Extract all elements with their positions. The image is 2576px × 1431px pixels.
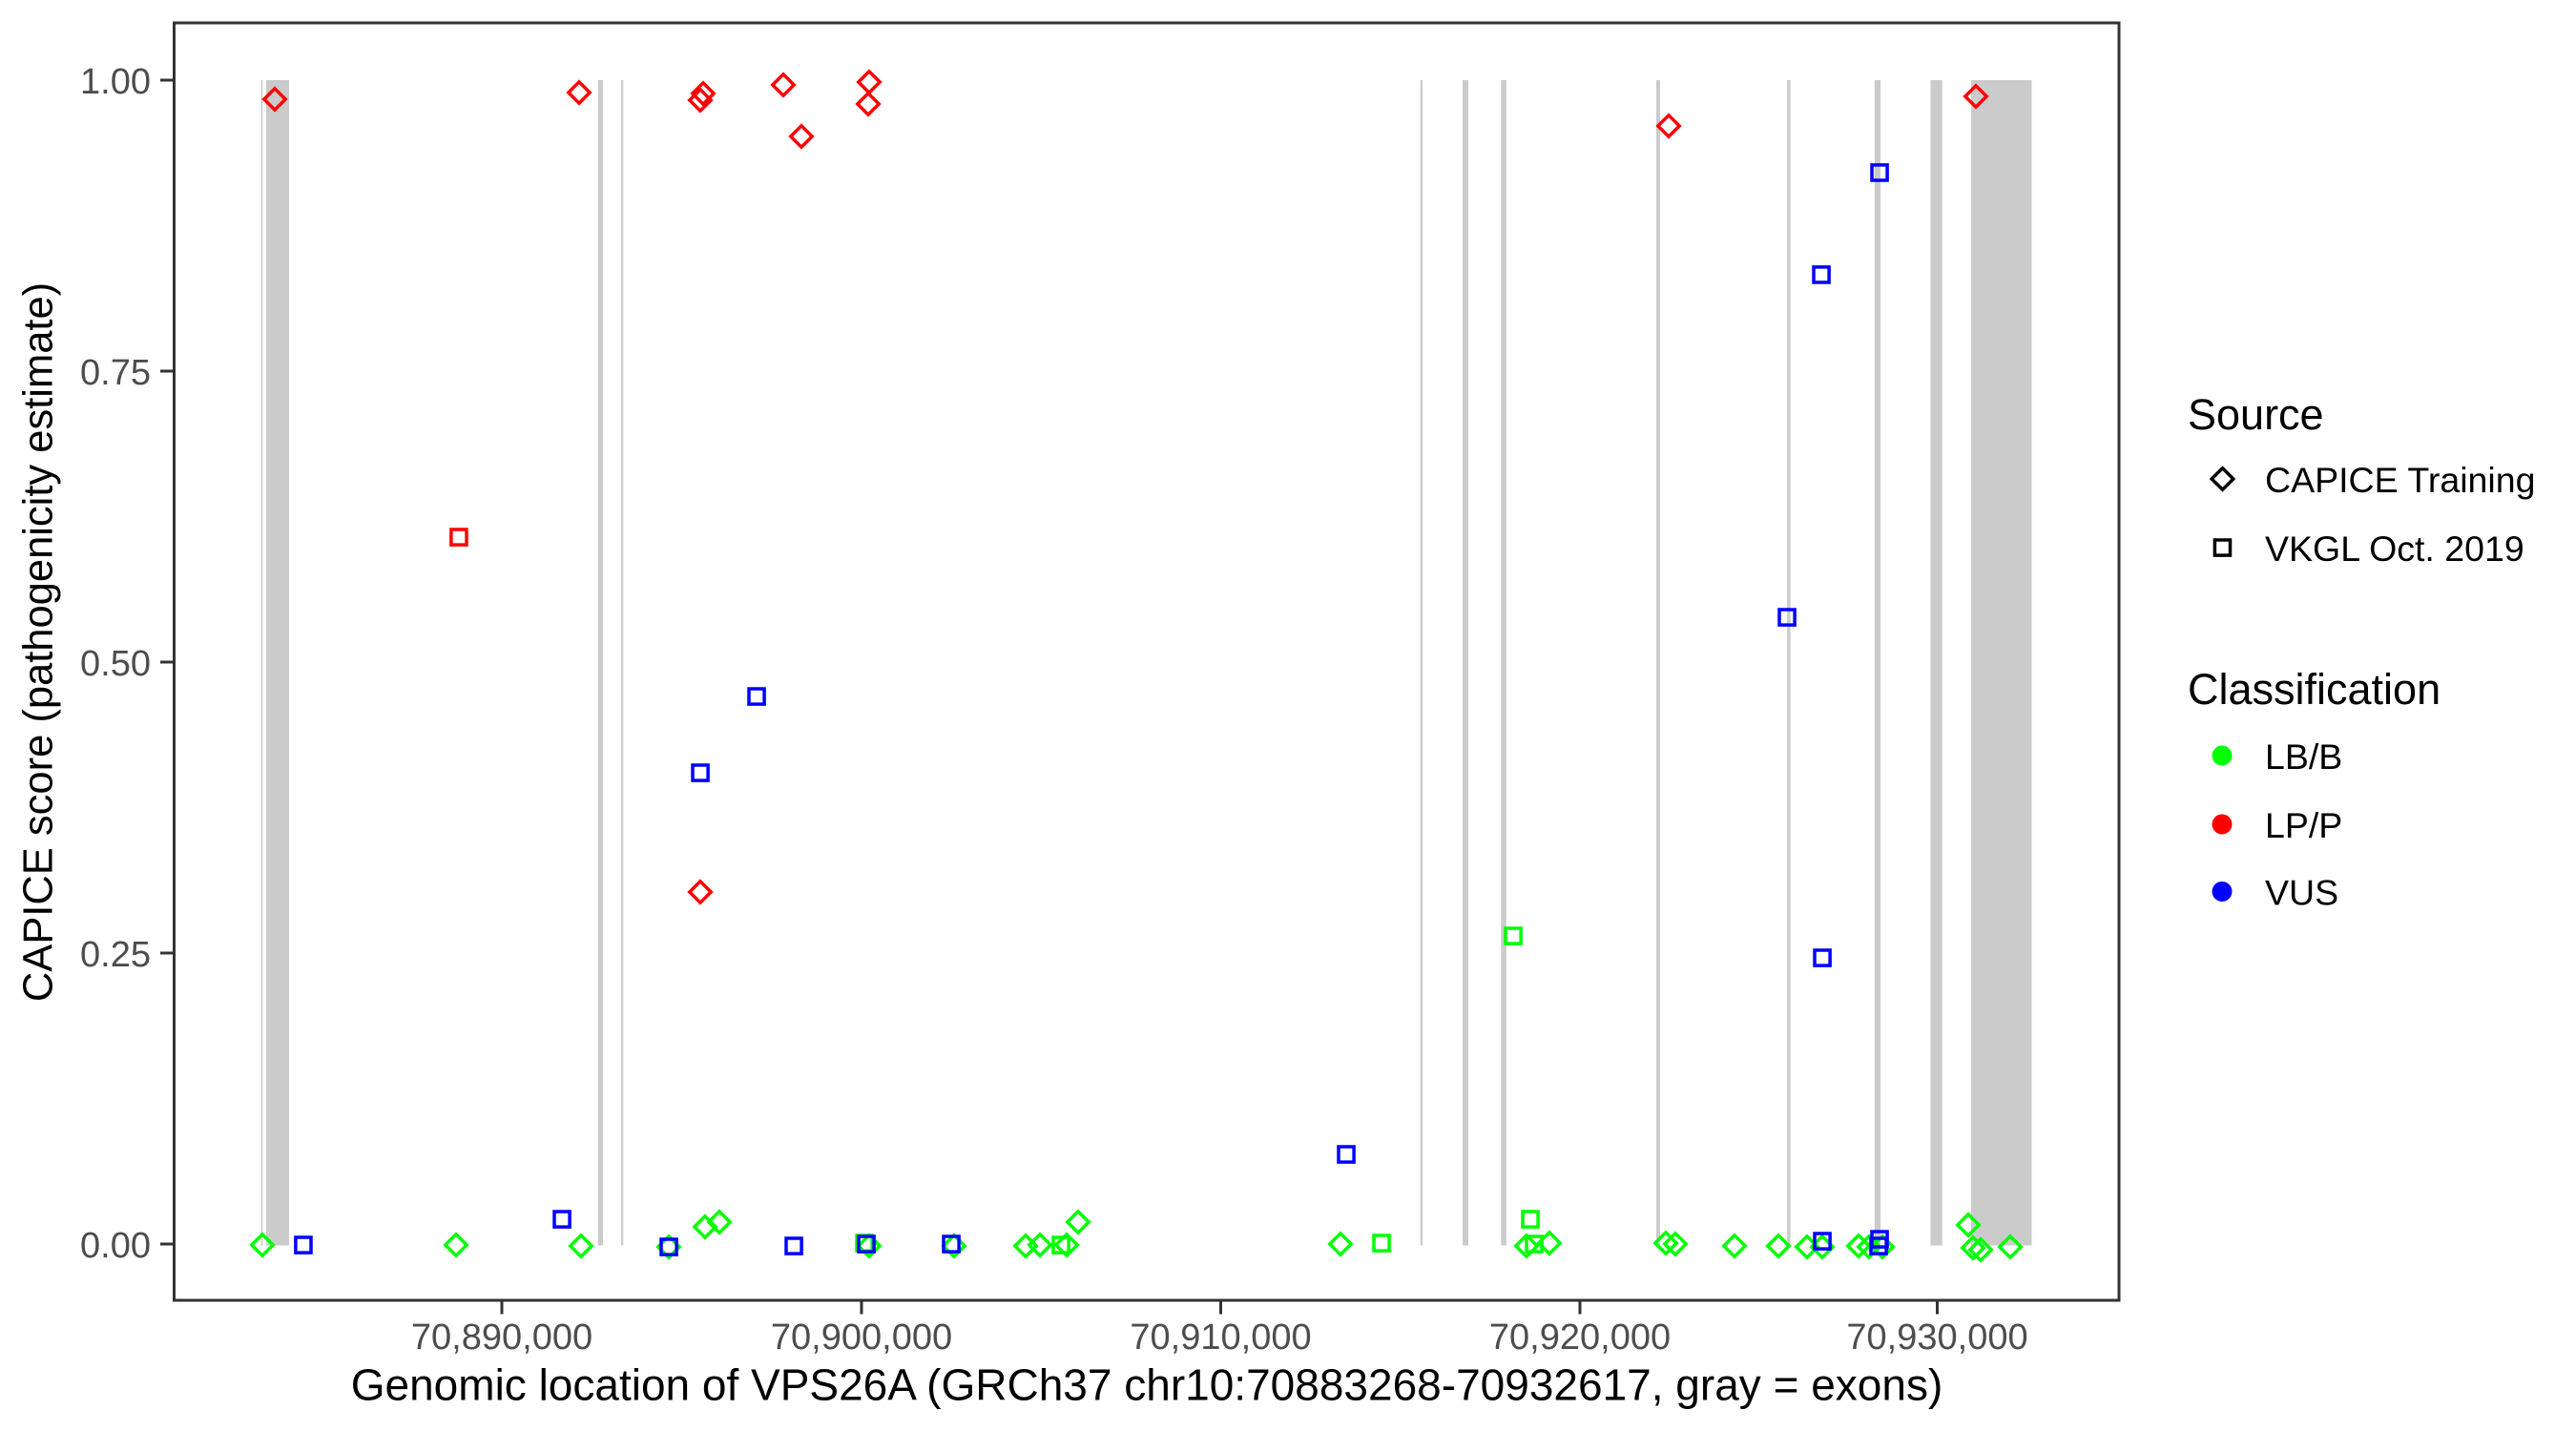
svg-text:Genomic location of VPS26A (GR: Genomic location of VPS26A (GRCh37 chr10… xyxy=(351,1360,1943,1410)
svg-text:Source: Source xyxy=(2188,390,2324,439)
svg-text:VKGL Oct. 2019: VKGL Oct. 2019 xyxy=(2265,529,2524,569)
svg-text:1.00: 1.00 xyxy=(80,62,151,102)
svg-text:0.50: 0.50 xyxy=(80,644,151,684)
svg-text:CAPICE Training: CAPICE Training xyxy=(2265,460,2535,500)
svg-text:LP/P: LP/P xyxy=(2265,805,2342,845)
svg-text:70,920,000: 70,920,000 xyxy=(1489,1317,1671,1358)
svg-text:70,890,000: 70,890,000 xyxy=(411,1317,592,1358)
svg-text:Classification: Classification xyxy=(2188,665,2441,714)
svg-text:VUS: VUS xyxy=(2265,873,2338,913)
svg-text:70,930,000: 70,930,000 xyxy=(1846,1317,2027,1358)
svg-text:0.75: 0.75 xyxy=(80,353,151,393)
svg-text:CAPICE score (pathogenicity es: CAPICE score (pathogenicity estimate) xyxy=(16,282,62,1002)
svg-text:70,900,000: 70,900,000 xyxy=(771,1317,952,1358)
svg-text:70,910,000: 70,910,000 xyxy=(1130,1317,1311,1358)
svg-text:0.00: 0.00 xyxy=(80,1226,151,1266)
svg-text:LB/B: LB/B xyxy=(2265,736,2342,777)
svg-text:0.25: 0.25 xyxy=(80,935,151,975)
